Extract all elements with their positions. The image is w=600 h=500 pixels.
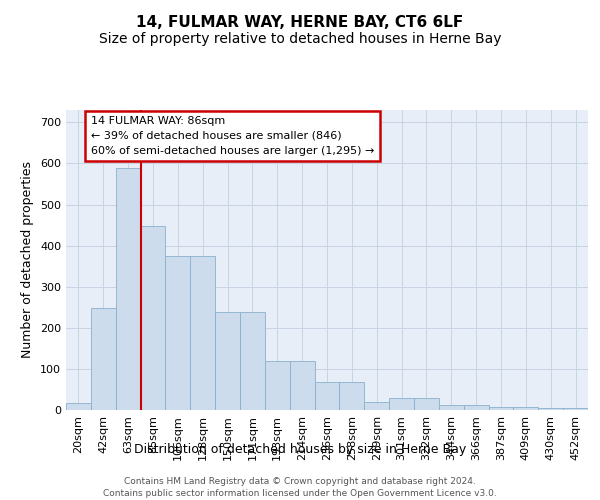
Bar (389, 398, 414, 410)
Bar (265, 360, 290, 410)
Bar (439, 405, 464, 410)
Y-axis label: Number of detached properties: Number of detached properties (22, 162, 34, 358)
Bar (140, 226, 166, 410)
Text: Contains HM Land Registry data © Crown copyright and database right 2024.: Contains HM Land Registry data © Crown c… (124, 478, 476, 486)
Bar (514, 406, 538, 410)
Bar (563, 408, 588, 410)
Bar (166, 256, 190, 410)
Bar (66, 402, 91, 410)
Bar (364, 402, 389, 410)
Bar (91, 308, 116, 410)
Bar (116, 168, 140, 410)
Bar (538, 408, 563, 410)
Text: Contains public sector information licensed under the Open Government Licence v3: Contains public sector information licen… (103, 489, 497, 498)
Bar (314, 382, 340, 410)
Bar (215, 312, 240, 410)
Text: Size of property relative to detached houses in Herne Bay: Size of property relative to detached ho… (99, 32, 501, 46)
Bar (290, 360, 314, 410)
Text: Distribution of detached houses by size in Herne Bay: Distribution of detached houses by size … (134, 442, 466, 456)
Bar (488, 406, 514, 410)
Text: 14, FULMAR WAY, HERNE BAY, CT6 6LF: 14, FULMAR WAY, HERNE BAY, CT6 6LF (136, 15, 464, 30)
Bar (464, 405, 488, 410)
Bar (340, 382, 364, 410)
Bar (190, 256, 215, 410)
Bar (414, 398, 439, 410)
Bar (240, 312, 265, 410)
Text: 14 FULMAR WAY: 86sqm
← 39% of detached houses are smaller (846)
60% of semi-deta: 14 FULMAR WAY: 86sqm ← 39% of detached h… (91, 116, 374, 156)
